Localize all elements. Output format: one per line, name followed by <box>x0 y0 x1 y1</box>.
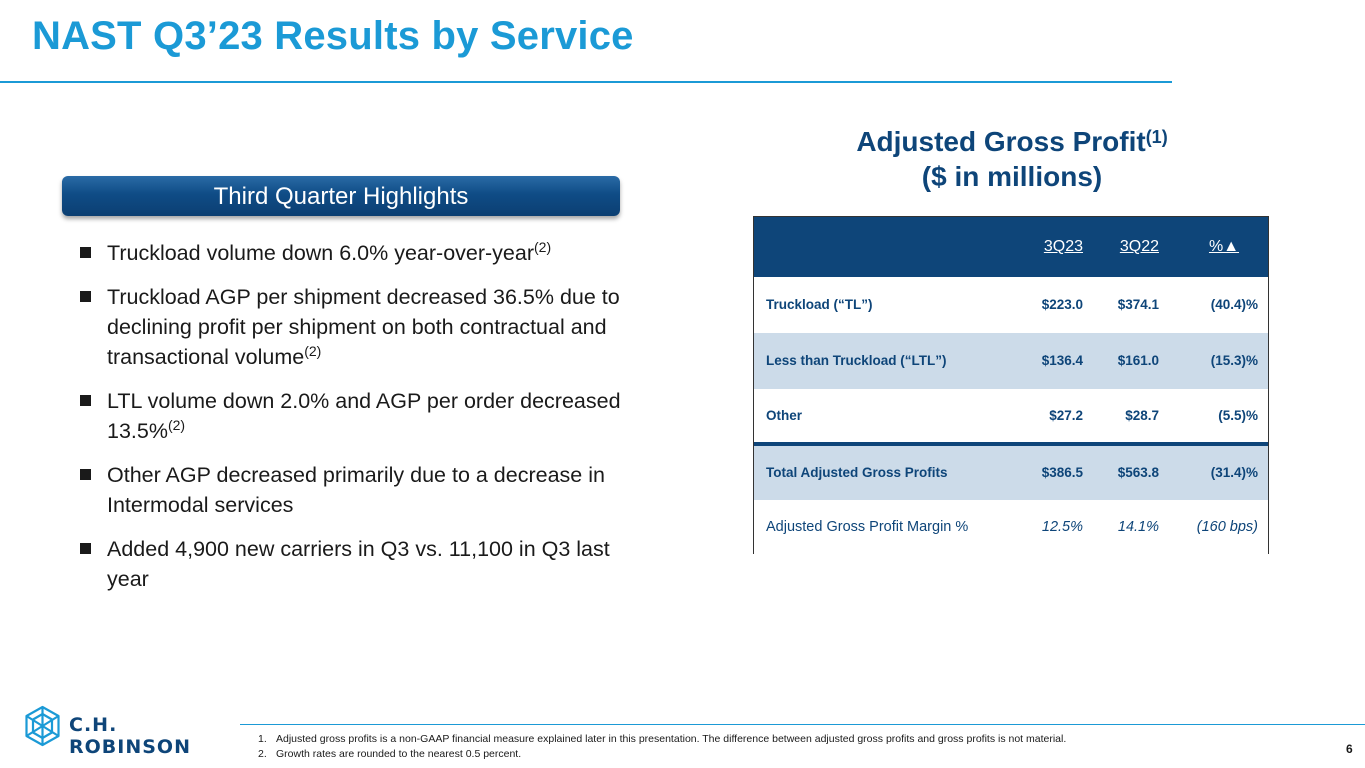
cube-logo-icon <box>25 705 60 747</box>
cell-change: (31.4)% <box>1210 465 1258 480</box>
cell-3q22: $374.1 <box>1117 297 1159 312</box>
table-row: Less than Truckload (“LTL”) $136.4 $161.… <box>754 333 1268 389</box>
bullet-square-icon <box>80 247 91 258</box>
agp-table: 3Q23 3Q22 %▲ Truckload (“TL”) $223.0 $37… <box>753 216 1269 554</box>
bullet-footnote-ref: (2) <box>167 417 186 433</box>
cell-change: (160 bps) <box>1196 519 1258 535</box>
cell-3q23: $386.5 <box>1041 465 1083 480</box>
bullet-square-icon <box>80 395 91 406</box>
agp-title-line1: Adjusted Gross Profit <box>856 126 1146 157</box>
table-row: Other $27.2 $28.7 (5.5)% <box>754 389 1268 442</box>
cell-3q23: $27.2 <box>1049 408 1083 423</box>
cell-3q23: $136.4 <box>1041 353 1083 368</box>
table-header-row: 3Q23 3Q22 %▲ <box>754 217 1268 277</box>
cell-3q22: $563.8 <box>1117 465 1159 480</box>
agp-title-footnote-ref: (1) <box>1145 127 1168 147</box>
cell-3q23: 12.5% <box>1041 519 1083 535</box>
list-item: Truckload AGP per shipment decreased 36.… <box>80 282 650 372</box>
highlights-list: Truckload volume down 6.0% year-over-yea… <box>80 238 650 608</box>
bullet-square-icon <box>80 291 91 302</box>
column-header-3q23: 3Q23 <box>1043 238 1083 255</box>
table-row-total: Total Adjusted Gross Profits $386.5 $563… <box>754 446 1268 500</box>
highlights-banner: Third Quarter Highlights <box>62 176 620 216</box>
list-item: Added 4,900 new carriers in Q3 vs. 11,10… <box>80 534 650 594</box>
footnote: 1. Adjusted gross profits is a non-GAAP f… <box>258 733 1066 745</box>
footnote-text: Growth rates are rounded to the nearest … <box>276 748 522 760</box>
page-number: 6 <box>1346 742 1353 756</box>
bullet-text: Other AGP decreased primarily due to a d… <box>107 463 605 517</box>
footnote-text: Adjusted gross profits is a non-GAAP fin… <box>276 733 1067 745</box>
table-row: Truckload (“TL”) $223.0 $374.1 (40.4)% <box>754 277 1268 333</box>
list-item: LTL volume down 2.0% and AGP per order d… <box>80 386 650 446</box>
row-label: Less than Truckload (“LTL”) <box>766 353 947 368</box>
row-label: Truckload (“TL”) <box>766 297 873 312</box>
bullet-square-icon <box>80 543 91 554</box>
column-header-3q22: 3Q22 <box>1119 238 1159 255</box>
footnote-number: 1. <box>258 733 267 745</box>
bullet-text: Truckload volume down 6.0% year-over-yea… <box>107 241 534 265</box>
company-logo: C.H. ROBINSON <box>24 705 214 758</box>
total-divider <box>754 442 1268 446</box>
bullet-text: LTL volume down 2.0% and AGP per order d… <box>107 389 621 443</box>
bullet-text: Truckload AGP per shipment decreased 36.… <box>107 285 620 369</box>
footnote: 2. Growth rates are rounded to the neares… <box>258 748 521 760</box>
cell-change: (5.5)% <box>1218 408 1258 423</box>
row-label: Other <box>766 408 803 423</box>
cell-3q23: $223.0 <box>1041 297 1083 312</box>
cell-change: (40.4)% <box>1210 297 1258 312</box>
cell-change: (15.3)% <box>1210 353 1258 368</box>
cell-3q22: $28.7 <box>1125 408 1159 423</box>
agp-table-title: Adjusted Gross Profit(1) ($ in millions) <box>800 124 1224 194</box>
title-divider <box>0 81 1172 83</box>
footnote-number: 2. <box>258 748 267 760</box>
row-label: Total Adjusted Gross Profits <box>766 465 948 480</box>
bullet-square-icon <box>80 469 91 480</box>
cell-3q22: $161.0 <box>1117 353 1159 368</box>
bullet-footnote-ref: (2) <box>534 239 552 255</box>
page-title: NAST Q3’23 Results by Service <box>32 14 634 58</box>
row-label: Adjusted Gross Profit Margin % <box>766 519 969 535</box>
logo-wordmark: C.H. ROBINSON <box>69 714 191 758</box>
table-row-margin: Adjusted Gross Profit Margin % 12.5% 14.… <box>754 500 1268 554</box>
bullet-text: Added 4,900 new carriers in Q3 vs. 11,10… <box>107 537 610 591</box>
list-item: Truckload volume down 6.0% year-over-yea… <box>80 238 650 268</box>
agp-title-line2: ($ in millions) <box>921 161 1103 192</box>
cell-3q22: 14.1% <box>1117 519 1159 535</box>
column-header-change: %▲ <box>1208 238 1240 255</box>
list-item: Other AGP decreased primarily due to a d… <box>80 460 650 520</box>
bullet-footnote-ref: (2) <box>304 343 322 359</box>
footer-divider <box>240 724 1365 725</box>
